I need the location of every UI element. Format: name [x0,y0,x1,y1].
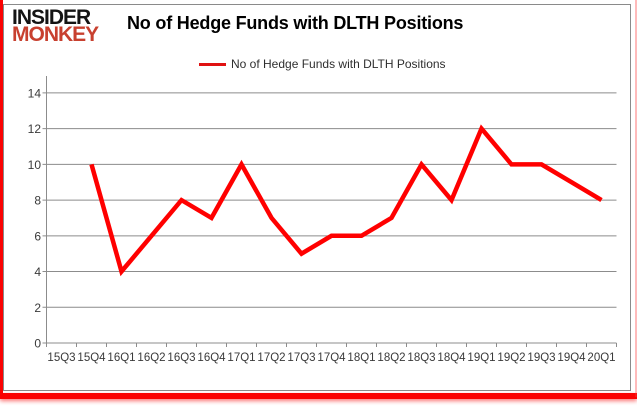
x-axis-tick-label: 18Q3 [407,352,435,364]
x-axis-tick-label: 16Q2 [137,352,165,364]
x-axis-tick-label: 19Q2 [497,352,525,364]
y-axis-tick-label: 6 [34,229,41,243]
x-axis-tick-label: 16Q4 [197,352,226,364]
x-axis-tick-label: 16Q1 [107,352,135,364]
y-axis-tick-label: 0 [34,337,41,351]
x-axis-tick-label: 19Q1 [467,352,495,364]
x-axis-tick-label: 17Q2 [257,352,285,364]
chart-border-box [3,4,631,391]
y-axis-tick-label: 2 [34,301,41,315]
x-axis-tick-label: 18Q1 [347,352,375,364]
data-line-series [89,124,603,277]
x-axis-tick-label: 15Q3 [47,352,75,364]
y-axis-tick-label: 14 [28,86,42,100]
y-axis-tick-label: 12 [28,122,42,136]
x-axis-tick-label: 20Q1 [587,352,615,364]
x-axis-tick-label: 17Q3 [287,352,315,364]
x-axis-tick-label: 19Q3 [527,352,555,364]
y-axis-tick-label: 10 [28,158,42,172]
red-frame-left [0,0,3,393]
red-frame-right [635,0,637,397]
x-axis-tick-label: 17Q1 [227,352,255,364]
red-frame-bottom [0,393,637,399]
x-axis-tick-label: 18Q4 [437,352,466,364]
legend: No of Hedge Funds with DLTH Positions [199,57,446,71]
x-axis-tick-label: 19Q4 [557,352,586,364]
insider-monkey-logo: INSIDER MONKEY [12,6,99,46]
x-axis-tick-label: 17Q4 [317,352,346,364]
y-axis-tick-label: 4 [34,265,41,279]
legend-label: No of Hedge Funds with DLTH Positions [231,57,446,71]
legend-line-swatch-icon [199,62,226,66]
x-axis-tick-label: 18Q2 [377,352,405,364]
logo-line-insider: INSIDER [12,6,91,29]
logo-line-monkey: MONKEY [12,23,99,46]
x-axis-tick-label: 15Q4 [77,352,106,364]
x-axis-tick-label: 16Q3 [167,352,195,364]
y-axis-tick-label: 8 [34,194,41,208]
chart-title: No of Hedge Funds with DLTH Positions [127,13,464,33]
